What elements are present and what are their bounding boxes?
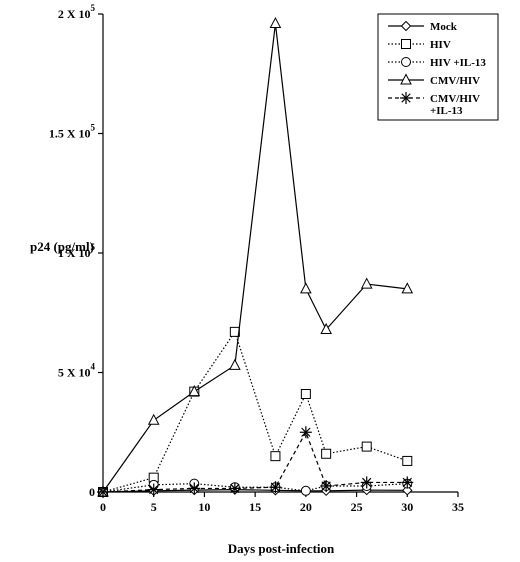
legend-label: Mock <box>430 21 458 33</box>
legend-label: CMV/HIV <box>430 93 480 105</box>
series-line <box>102 330 408 493</box>
series-3 <box>97 16 414 497</box>
y-tick-label-exponent: 5 <box>91 242 96 252</box>
x-axis-label: Days post-infection <box>228 541 335 556</box>
data-point <box>401 476 414 489</box>
data-point <box>147 413 160 425</box>
x-tick-label: 30 <box>401 500 413 514</box>
data-point <box>299 426 312 439</box>
y-tick-label-exponent: 5 <box>91 3 96 13</box>
data-point <box>401 282 414 294</box>
series-line <box>102 23 408 493</box>
y-tick-label: 1 X 105 <box>58 242 96 260</box>
data-point <box>270 451 281 462</box>
data-point <box>269 16 282 29</box>
data-point <box>97 486 109 498</box>
legend-marker <box>400 73 412 85</box>
y-tick-label-mantissa: 0 <box>89 485 95 499</box>
legend-label: CMV/HIV <box>430 75 480 87</box>
x-tick-label: 0 <box>100 500 106 514</box>
data-point <box>147 483 160 496</box>
series-line <box>102 430 408 493</box>
legend-item: CMV/HIV+IL-13 <box>388 92 480 117</box>
legend-marker <box>400 92 412 104</box>
legend-box <box>377 13 499 121</box>
y-tick-label: 5 X 104 <box>58 362 96 380</box>
series-1 <box>98 326 413 497</box>
y-tick-label-exponent: 4 <box>91 362 96 372</box>
data-point <box>269 481 282 494</box>
legend-marker <box>401 57 411 67</box>
data-point <box>402 455 413 466</box>
x-tick-label: 25 <box>351 500 363 514</box>
y-tick-label-mantissa: 1 X 10 <box>58 246 91 260</box>
y-tick-label: 0 <box>89 485 95 499</box>
data-point <box>361 441 372 452</box>
legend-item: CMV/HIV <box>388 73 480 87</box>
y-tick-label-mantissa: 1.5 X 10 <box>49 127 91 141</box>
y-tick-label-mantissa: 2 X 10 <box>58 7 91 21</box>
legend-item: Mock <box>388 20 458 33</box>
x-tick-label: 15 <box>249 500 261 514</box>
y-tick-label-exponent: 5 <box>91 123 96 133</box>
data-point <box>300 389 311 400</box>
y-tick-label: 2 X 105 <box>58 3 96 21</box>
y-axis-label: p24 (pg/ml) <box>30 239 94 254</box>
data-point <box>228 482 241 495</box>
legend-label: +IL-13 <box>430 105 463 117</box>
x-tick-label: 10 <box>198 500 210 514</box>
data-point <box>300 282 312 294</box>
data-point <box>188 482 201 495</box>
x-tick-label: 35 <box>452 500 464 514</box>
legend-label: HIV +IL-13 <box>430 57 486 69</box>
legend-item: HIV <box>388 39 451 51</box>
data-point <box>320 322 332 334</box>
y-tick-label: 1.5 X 105 <box>49 123 96 141</box>
chart-series <box>97 16 414 498</box>
y-tick-label-mantissa: 5 X 10 <box>58 366 91 380</box>
legend-marker <box>400 20 412 32</box>
legend-item: HIV +IL-13 <box>388 57 486 69</box>
legend-marker <box>401 39 411 49</box>
series-4 <box>97 426 414 498</box>
data-point <box>188 385 201 397</box>
data-point <box>360 277 373 289</box>
data-point <box>360 476 373 489</box>
x-tick-label: 20 <box>300 500 312 514</box>
data-point <box>229 358 241 370</box>
legend-label: HIV <box>430 39 451 51</box>
x-tick-label: 5 <box>151 500 157 514</box>
data-point <box>321 448 332 459</box>
data-point <box>320 480 333 493</box>
data-point <box>300 485 311 496</box>
